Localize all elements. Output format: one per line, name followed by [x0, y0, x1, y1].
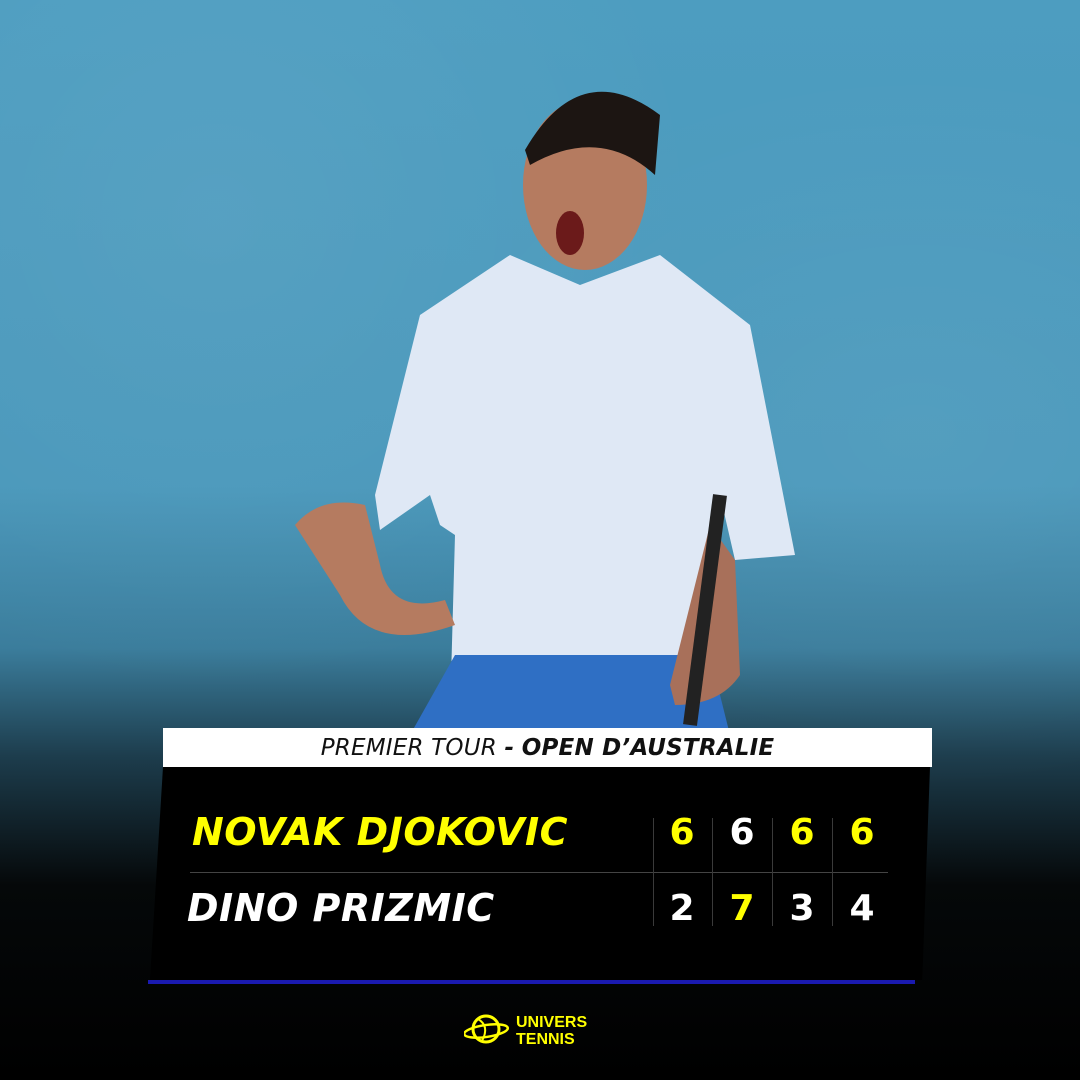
column-divider: [712, 818, 713, 926]
column-divider: [772, 818, 773, 926]
player-photo: [295, 91, 795, 735]
column-divider: [653, 818, 654, 926]
set-score: 3: [789, 888, 815, 929]
accent-bar: [148, 980, 915, 984]
row-divider: [190, 872, 888, 873]
player-name-1: NOVAK DJOKOVIC: [192, 810, 569, 854]
set-score: 2: [669, 888, 695, 929]
set-score: 6: [669, 812, 695, 853]
logo-line2: TENNIS: [516, 1031, 575, 1048]
match-header: PREMIER TOUR - OPEN D’AUSTRALIE: [163, 728, 932, 767]
set-score: 6: [789, 812, 815, 853]
set-score: 7: [729, 888, 755, 929]
univers-tennis-logo: UNIVERS TENNIS: [464, 1014, 587, 1048]
logo-line1: UNIVERS: [516, 1014, 587, 1031]
set-score: 4: [849, 888, 875, 929]
set-score: 6: [849, 812, 875, 853]
round-label: PREMIER TOUR: [320, 734, 497, 761]
separator: -: [504, 734, 515, 761]
player-name-2: DINO PRIZMIC: [187, 886, 495, 930]
scoreboard: [150, 767, 930, 980]
set-score: 6: [729, 812, 755, 853]
tournament-label: OPEN D’AUSTRALIE: [521, 734, 775, 761]
column-divider: [832, 818, 833, 926]
